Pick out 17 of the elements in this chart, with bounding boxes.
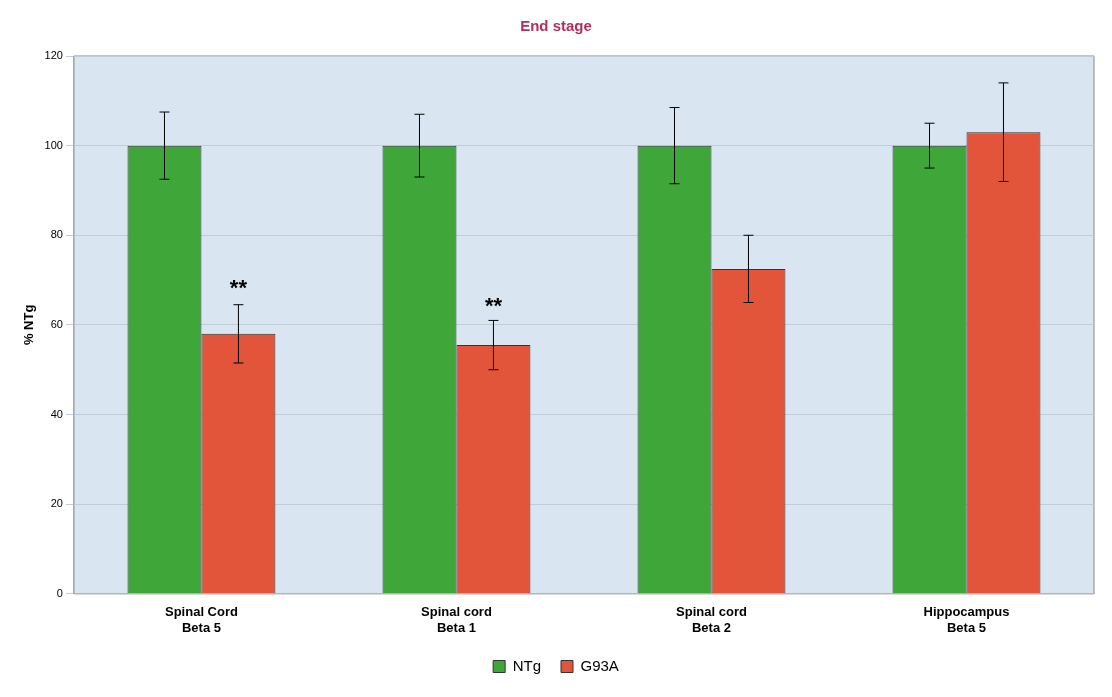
y-tick-label: 120 bbox=[44, 49, 63, 62]
chart-title: End stage bbox=[520, 17, 592, 35]
annotation: ** bbox=[229, 275, 248, 301]
legend-label: NTg bbox=[512, 656, 541, 674]
x-tick-label: Spinal Cord Beta 5 bbox=[164, 604, 238, 635]
y-tick-label: 20 bbox=[50, 497, 63, 510]
legend-label: G93A bbox=[580, 656, 619, 674]
y-tick-label: 0 bbox=[56, 586, 63, 599]
y-tick-label: 100 bbox=[44, 138, 63, 151]
y-tick-label: 80 bbox=[50, 228, 63, 241]
y-tick-label: 40 bbox=[50, 407, 63, 420]
y-axis-title: % NTg bbox=[21, 304, 37, 346]
x-tick-label: Spinal cord Beta 1 bbox=[421, 604, 492, 635]
x-tick-label: Hippocampus Beta 5 bbox=[923, 604, 1010, 635]
x-tick-label: Spinal cord Beta 2 bbox=[676, 604, 747, 635]
y-tick-label: 60 bbox=[50, 317, 63, 330]
annotation: ** bbox=[484, 293, 503, 319]
